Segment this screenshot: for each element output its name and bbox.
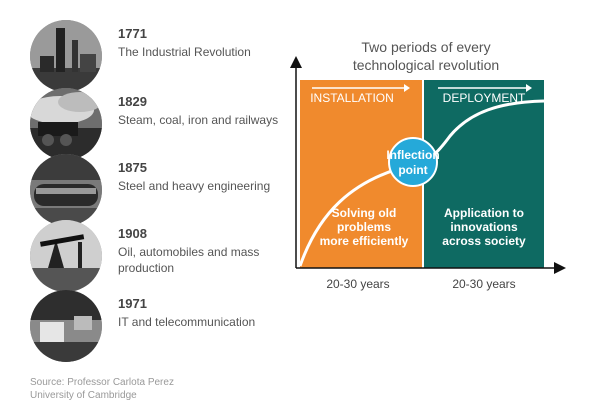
revolution-item-1875: 1875 Steel and heavy engineering [30,154,290,226]
steam-railway-photo [30,88,102,160]
revolution-label: Steel and heavy engineering [118,179,271,193]
revolution-item-1908: 1908 Oil, automobiles and mass productio… [30,220,290,292]
inflection-label-line2: point [398,163,427,177]
deployment-text-line1: Application to [444,206,524,220]
installation-header: INSTALLATION [310,91,394,105]
revolution-year: 1771 [118,26,147,41]
telecom-photo [30,290,102,362]
source-affiliation: University of Cambridge [30,390,137,401]
installation-duration: 20-30 years [326,277,389,291]
revolution-item-1829: 1829 Steam, coal, iron and railways [30,88,290,160]
source-line: Source: Professor Carlota Perez [30,377,174,388]
deployment-arrow-head [526,84,532,92]
revolution-year: 1829 [118,94,147,109]
inflection-label-line1: Inflection [386,148,439,162]
deployment-duration: 20-30 years [452,277,515,291]
deployment-text-line2: innovations [450,220,518,234]
diagram-title-line2: technological revolution [353,57,499,73]
installation-text-line1: Solving old [332,206,397,220]
installation-text-line2: problems [337,220,391,234]
revolution-label: IT and telecommunication [118,315,256,329]
revolution-label: The Industrial Revolution [118,45,251,59]
revolution-year: 1908 [118,226,147,241]
diagram-title-line1: Two periods of every [361,39,490,55]
revolution-item-1771: 1771 The Industrial Revolution [30,20,290,92]
revolution-label: Steam, coal, iron and railways [118,113,279,127]
source-note: Source: Professor Carlota Perez Universi… [30,376,174,402]
revolution-label: Oil, automobiles and mass production [118,245,260,275]
installation-text-line3: more efficiently [320,234,409,248]
oil-pump-photo [30,220,102,292]
deployment-header: DEPLOYMENT [443,91,526,105]
installation-arrow-head [404,84,410,92]
revolution-year: 1971 [118,296,147,311]
industrial-chimney-photo [30,20,102,92]
revolution-year: 1875 [118,160,147,175]
inflection-point-circle [388,137,438,187]
deployment-text-line3: across society [442,234,526,248]
revolution-item-1971: 1971 IT and telecommunication [30,290,290,362]
